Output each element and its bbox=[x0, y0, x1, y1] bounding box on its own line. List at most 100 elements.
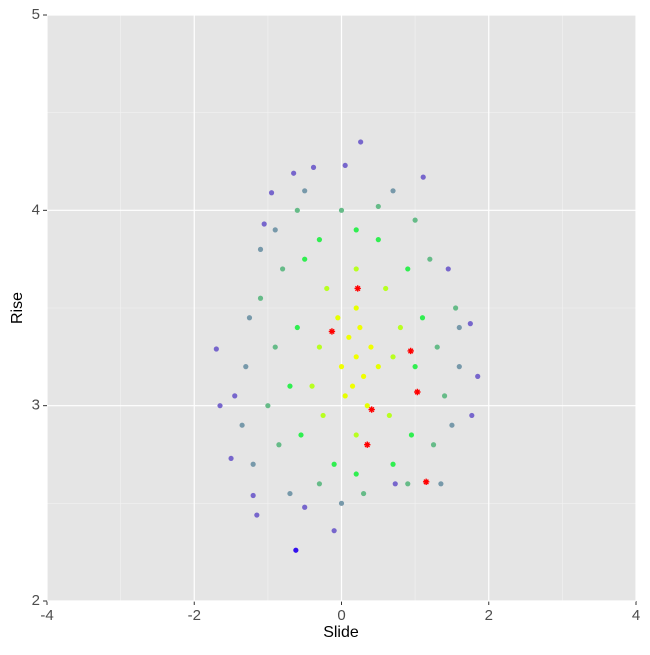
point bbox=[353, 432, 359, 438]
point bbox=[272, 227, 278, 233]
point bbox=[412, 364, 418, 370]
point bbox=[316, 344, 323, 350]
point bbox=[392, 481, 398, 487]
point bbox=[360, 490, 367, 497]
point bbox=[250, 492, 256, 499]
highlight-point bbox=[422, 478, 430, 486]
point bbox=[368, 344, 374, 350]
y-tick-label: 2 bbox=[32, 592, 40, 609]
point bbox=[213, 346, 219, 352]
highlight-point bbox=[407, 347, 414, 355]
point bbox=[280, 266, 286, 272]
point bbox=[390, 461, 396, 467]
point bbox=[291, 170, 297, 176]
point bbox=[357, 324, 363, 331]
point bbox=[375, 364, 381, 370]
point bbox=[353, 354, 359, 360]
point bbox=[316, 481, 323, 487]
point bbox=[257, 295, 264, 301]
point bbox=[434, 344, 440, 350]
point bbox=[302, 256, 308, 262]
x-tick-label: -4 bbox=[40, 607, 53, 624]
point bbox=[261, 221, 267, 227]
point bbox=[298, 432, 304, 438]
point bbox=[302, 188, 308, 194]
point bbox=[228, 455, 234, 462]
point bbox=[239, 422, 245, 428]
point bbox=[272, 344, 278, 350]
highlight-point bbox=[368, 406, 375, 413]
point bbox=[320, 412, 326, 419]
point bbox=[338, 207, 345, 213]
point bbox=[456, 324, 462, 331]
point bbox=[338, 364, 345, 370]
x-tick-label: 2 bbox=[485, 607, 493, 624]
point bbox=[287, 383, 293, 389]
point bbox=[375, 237, 381, 243]
point bbox=[360, 373, 367, 379]
point bbox=[408, 432, 415, 438]
point bbox=[342, 393, 348, 399]
point bbox=[338, 500, 345, 506]
point bbox=[232, 393, 238, 399]
point bbox=[331, 461, 337, 467]
point bbox=[243, 364, 249, 370]
point bbox=[349, 383, 356, 389]
point bbox=[316, 237, 323, 243]
point bbox=[309, 383, 315, 389]
point bbox=[438, 481, 444, 487]
point bbox=[453, 305, 459, 311]
point bbox=[397, 324, 403, 331]
point bbox=[217, 403, 223, 409]
point bbox=[441, 393, 448, 399]
point bbox=[412, 217, 418, 223]
point bbox=[346, 334, 352, 340]
point bbox=[383, 285, 389, 292]
point bbox=[254, 512, 260, 518]
point bbox=[331, 528, 337, 534]
x-axis-title: Slide bbox=[323, 624, 359, 641]
point bbox=[445, 266, 451, 272]
point bbox=[310, 164, 317, 170]
point bbox=[475, 373, 481, 379]
point bbox=[430, 442, 437, 448]
point bbox=[358, 139, 364, 145]
point bbox=[427, 256, 433, 262]
x-tick-label: -2 bbox=[188, 607, 201, 624]
point bbox=[276, 442, 282, 448]
point bbox=[265, 403, 271, 409]
point bbox=[342, 162, 348, 169]
point bbox=[364, 403, 370, 409]
point bbox=[405, 266, 411, 272]
x-tick-label: 4 bbox=[632, 607, 640, 624]
y-tick-label: 5 bbox=[32, 6, 40, 23]
point bbox=[353, 471, 359, 477]
y-axis-title: Rise bbox=[9, 292, 26, 324]
point bbox=[390, 188, 396, 194]
point bbox=[268, 190, 275, 196]
point bbox=[250, 461, 256, 467]
point bbox=[257, 246, 264, 252]
point bbox=[353, 266, 359, 272]
point bbox=[469, 412, 475, 419]
point bbox=[294, 324, 300, 331]
highlight-point bbox=[354, 285, 361, 292]
point bbox=[302, 504, 308, 510]
point bbox=[419, 315, 426, 321]
point bbox=[293, 547, 299, 553]
point bbox=[375, 203, 381, 210]
highlight-point bbox=[364, 441, 371, 448]
y-tick-label: 4 bbox=[32, 201, 40, 218]
point bbox=[353, 305, 359, 311]
point bbox=[449, 422, 455, 428]
point bbox=[386, 412, 392, 419]
point bbox=[405, 481, 411, 487]
point bbox=[420, 174, 426, 180]
point bbox=[246, 315, 253, 321]
point bbox=[353, 227, 359, 233]
point bbox=[287, 490, 293, 497]
point bbox=[456, 364, 462, 370]
highlight-point bbox=[328, 328, 336, 335]
